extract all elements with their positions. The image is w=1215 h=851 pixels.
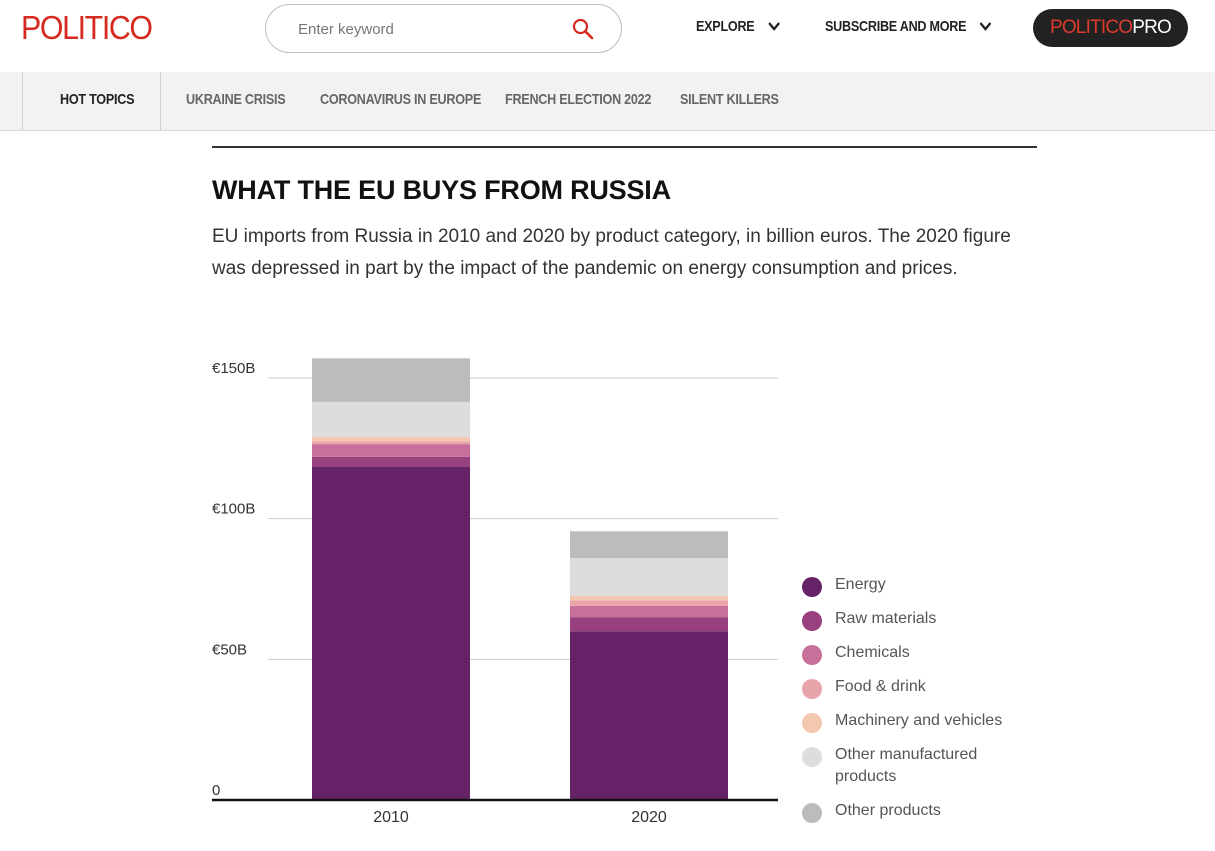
legend-label: Food & drink <box>835 678 926 695</box>
legend-swatch <box>802 645 822 665</box>
bar-segment-energy <box>570 631 728 800</box>
bar-segment-raw-materials <box>312 457 470 467</box>
y-tick-label: €50B <box>212 641 247 658</box>
bar-segment-machinery-and-vehicles <box>570 596 728 600</box>
bar-segment-other-products <box>312 358 470 402</box>
bar-segment-other-manufactured-products <box>570 558 728 596</box>
legend-item: Other manufactured products <box>802 744 1032 788</box>
legend-swatch <box>802 679 822 699</box>
legend-label: Raw materials <box>835 610 936 627</box>
legend-label: Energy <box>835 576 886 593</box>
y-tick-label: 0 <box>212 782 220 799</box>
bar-segment-raw-materials <box>570 617 728 631</box>
legend-item: Energy <box>802 574 1032 596</box>
x-tick-label: 2010 <box>373 809 409 826</box>
y-tick-label: €100B <box>212 501 255 518</box>
legend-label: Other manufactured products <box>835 746 977 785</box>
bar-segment-energy <box>312 467 470 800</box>
legend-swatch <box>802 611 822 631</box>
legend-label: Chemicals <box>835 644 910 661</box>
legend-item: Other products <box>802 800 1032 822</box>
bar-segment-chemicals <box>570 606 728 617</box>
legend-item: Food & drink <box>802 676 1032 698</box>
legend-label: Machinery and vehicles <box>835 712 1002 729</box>
stacked-bar-chart: 0 €50B €100B €150B 2010 2020 <box>0 0 1215 851</box>
bar-segment-food-drink <box>312 441 470 444</box>
legend-item: Raw materials <box>802 608 1032 630</box>
bar-segment-chemicals <box>312 444 470 457</box>
legend-swatch <box>802 577 822 597</box>
bar-segment-machinery-and-vehicles <box>312 437 470 441</box>
bar-segment-other-products <box>570 531 728 558</box>
x-tick-label: 2020 <box>631 809 667 826</box>
legend-label: Other products <box>835 802 941 819</box>
bar-segment-food-drink <box>570 600 728 606</box>
legend-swatch <box>802 713 822 733</box>
legend-swatch <box>802 747 822 767</box>
legend-swatch <box>802 803 822 823</box>
y-tick-label: €150B <box>212 360 255 377</box>
legend-item: Machinery and vehicles <box>802 710 1032 732</box>
bar-segment-other-manufactured-products <box>312 402 470 437</box>
legend-item: Chemicals <box>802 642 1032 664</box>
